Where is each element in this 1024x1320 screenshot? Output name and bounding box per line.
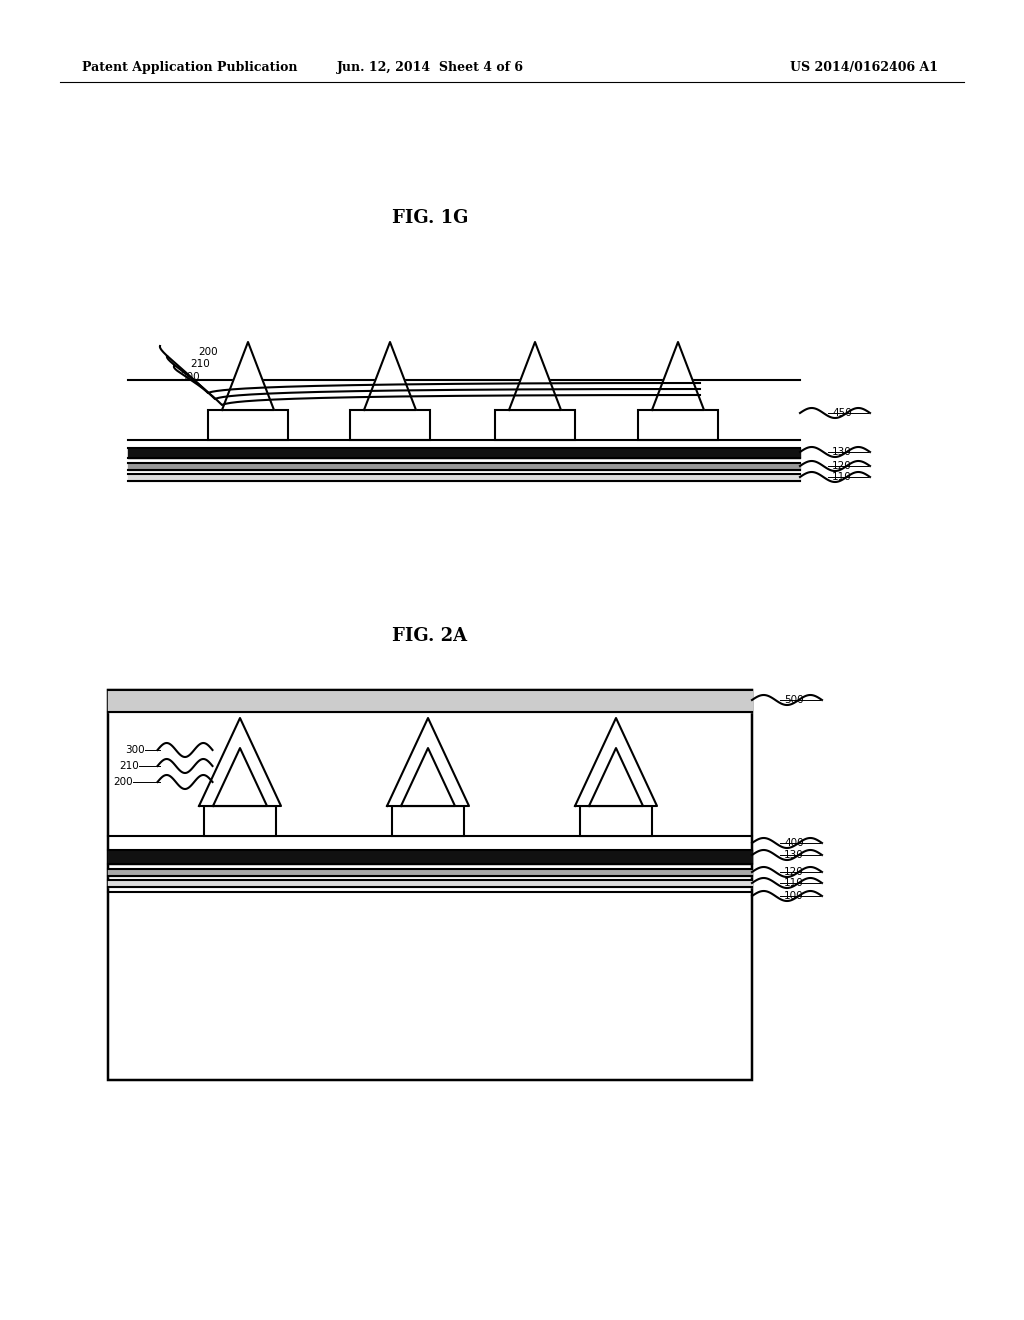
Text: Patent Application Publication: Patent Application Publication xyxy=(82,62,298,74)
Text: 130: 130 xyxy=(831,447,852,457)
Text: 450: 450 xyxy=(831,408,852,418)
Bar xyxy=(638,411,718,440)
Text: 130: 130 xyxy=(784,850,804,861)
Text: 500: 500 xyxy=(784,696,804,705)
Polygon shape xyxy=(575,718,657,807)
Polygon shape xyxy=(652,342,705,411)
Bar xyxy=(108,690,752,1080)
Text: 300: 300 xyxy=(180,372,200,381)
Text: 200: 200 xyxy=(113,777,133,787)
Text: 100: 100 xyxy=(784,891,804,902)
Text: 120: 120 xyxy=(784,867,804,876)
Text: 300: 300 xyxy=(125,744,144,755)
Bar xyxy=(208,411,288,440)
Text: 110: 110 xyxy=(784,878,804,888)
Bar xyxy=(204,807,276,836)
Polygon shape xyxy=(199,718,281,807)
Text: 210: 210 xyxy=(190,359,210,370)
Bar xyxy=(495,411,575,440)
Polygon shape xyxy=(387,718,469,807)
Bar xyxy=(392,807,464,836)
Text: FIG. 1G: FIG. 1G xyxy=(392,209,468,227)
Text: 120: 120 xyxy=(831,461,852,471)
Polygon shape xyxy=(364,342,416,411)
Text: US 2014/0162406 A1: US 2014/0162406 A1 xyxy=(790,62,938,74)
Polygon shape xyxy=(222,342,274,411)
Text: FIG. 2A: FIG. 2A xyxy=(392,627,468,645)
Text: 210: 210 xyxy=(119,762,138,771)
Bar xyxy=(580,807,652,836)
Polygon shape xyxy=(509,342,561,411)
Text: 110: 110 xyxy=(831,473,852,482)
Text: Jun. 12, 2014  Sheet 4 of 6: Jun. 12, 2014 Sheet 4 of 6 xyxy=(337,62,523,74)
Text: 200: 200 xyxy=(198,347,218,356)
Text: 400: 400 xyxy=(784,838,804,847)
Bar xyxy=(350,411,430,440)
